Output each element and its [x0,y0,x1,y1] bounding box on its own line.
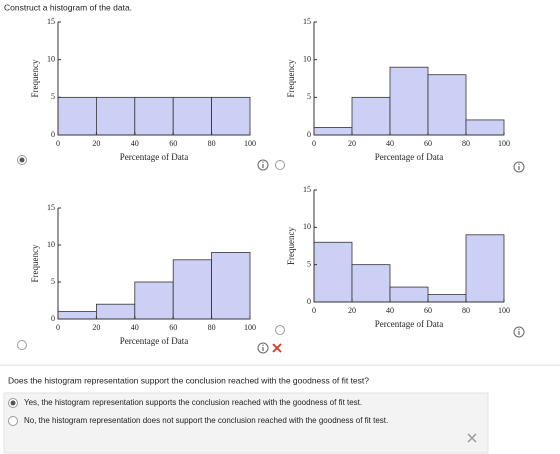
bar [351,264,391,303]
info-glyph [518,328,520,330]
question: Does the histogram representation suppor… [8,375,369,385]
y-axis-label: Frequency [286,227,296,265]
y-tick-label: 0 [307,297,311,306]
bar [96,303,136,320]
x-tick-label: 20 [348,139,356,148]
bar [389,286,429,303]
x-tick-label: 80 [208,323,216,332]
incorrect-mark [272,343,282,353]
y-tick-label: 10 [47,54,55,63]
x-tick-label: 80 [462,306,470,315]
x-tick-label: 40 [386,139,394,148]
bar [389,66,429,136]
y-tick-label: 15 [303,17,311,26]
x-tick-label: 0 [312,306,316,315]
bar [172,96,212,136]
bar [172,259,212,320]
prompt: Construct a histogram of the data. [4,2,132,12]
info-glyph [262,161,264,163]
bar [57,96,97,136]
x-tick-label: 60 [424,139,432,148]
x-tick-label: 0 [56,139,60,148]
y-tick-label: 5 [51,92,55,101]
x-tick-label: 0 [312,139,316,148]
y-tick-label: 5 [307,92,311,101]
x-axis-label: Percentage of Data [120,152,188,162]
y-tick-label: 0 [51,130,55,139]
bar [211,251,251,320]
bar [427,74,467,136]
option-text[interactable]: No, the histogram representation does no… [24,416,388,425]
x-tick-label: 20 [348,306,356,315]
bar [313,127,353,136]
bar [313,241,353,303]
x-axis-label: Percentage of Data [375,152,443,162]
bar [465,234,505,303]
y-tick-label: 10 [303,222,311,231]
x-tick-label: 20 [92,323,100,332]
x-tick-label: 40 [386,306,394,315]
x-tick-label: 100 [244,323,256,332]
y-tick-label: 0 [51,314,55,323]
bar [57,311,97,320]
y-tick-label: 10 [303,54,311,63]
bar [465,119,505,136]
x-tick-label: 100 [244,139,256,148]
info-glyph [262,344,264,346]
x-axis-label: Percentage of Data [120,336,188,346]
bar [351,96,391,136]
y-tick-label: 15 [47,17,55,26]
x-axis-label: Percentage of Data [375,319,443,329]
x-tick-label: 60 [424,306,432,315]
y-tick-label: 15 [303,185,311,194]
x-tick-label: 80 [462,139,470,148]
y-tick-label: 10 [47,240,55,249]
y-tick-label: 5 [307,259,311,268]
x-tick-label: 80 [208,139,216,148]
x-tick-label: 20 [92,139,100,148]
y-tick-label: 5 [51,277,55,286]
y-tick-label: 15 [47,203,55,212]
bar [211,96,251,136]
option-text[interactable]: Yes, the histogram representation suppor… [24,398,362,407]
x-tick-label: 100 [498,306,510,315]
x-tick-label: 40 [131,323,139,332]
x-tick-label: 40 [131,139,139,148]
x-tick-label: 60 [169,323,177,332]
bar [134,281,174,320]
y-tick-label: 0 [307,130,311,139]
x-tick-label: 0 [56,323,60,332]
bar [427,294,467,303]
radio[interactable] [8,416,18,426]
radio[interactable] [275,160,285,170]
bar [96,96,136,136]
y-axis-label: Frequency [30,59,40,97]
radio-dot [19,157,25,163]
clear-icon[interactable] [467,433,477,443]
bar [134,96,174,136]
x-tick-label: 100 [498,139,510,148]
radio-dot [10,400,16,406]
radio[interactable] [275,325,285,335]
y-axis-label: Frequency [30,244,40,282]
radio[interactable] [17,340,27,350]
info-glyph [518,163,520,165]
x-tick-label: 60 [169,139,177,148]
y-axis-label: Frequency [286,59,296,97]
options-box [3,392,489,454]
